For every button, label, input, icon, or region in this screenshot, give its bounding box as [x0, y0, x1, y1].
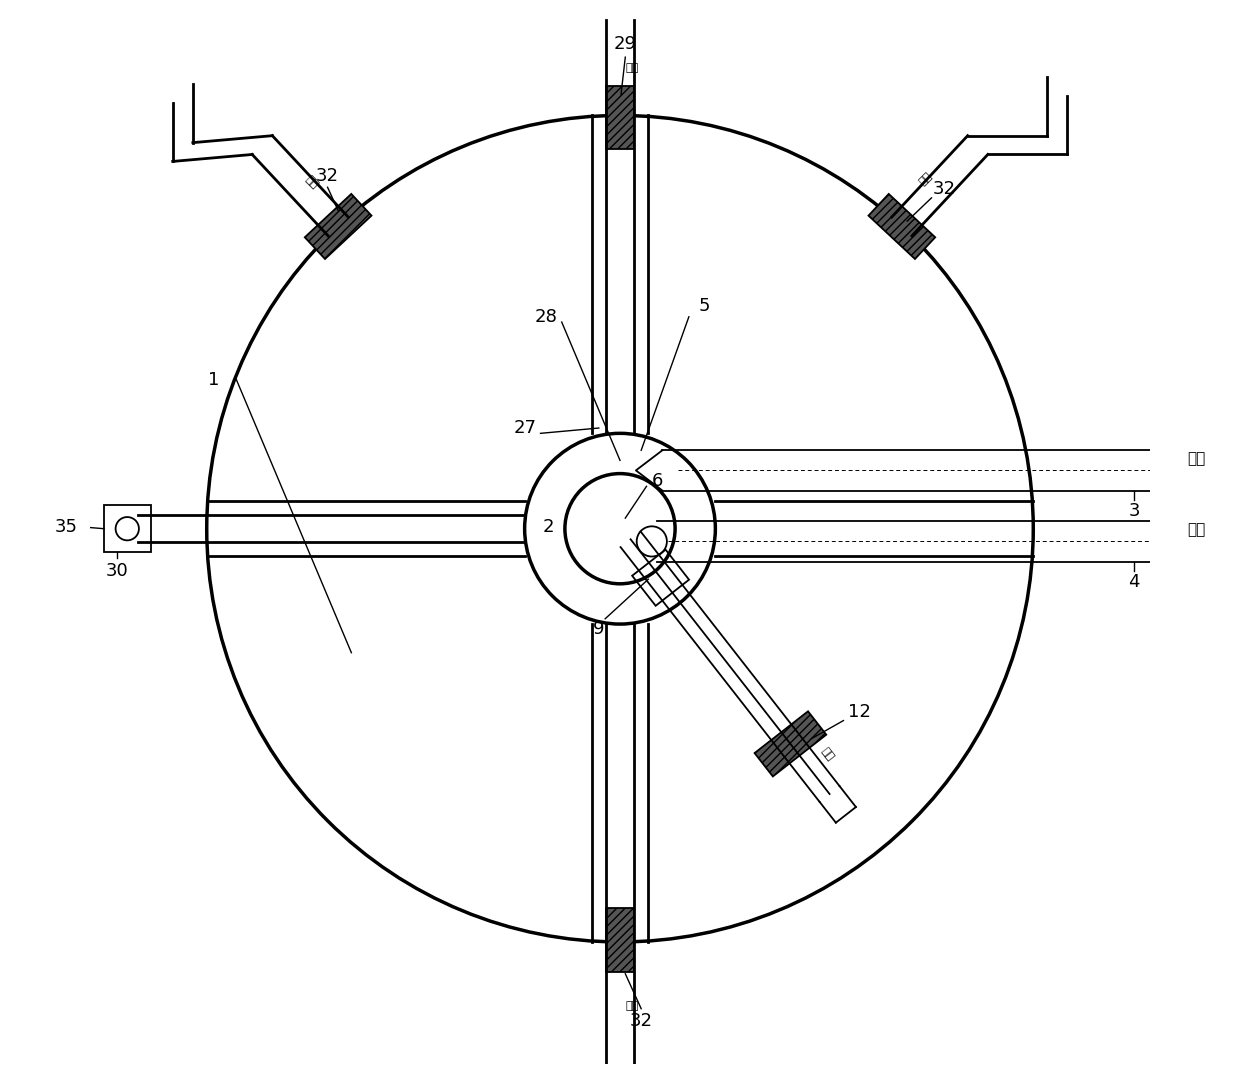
Text: 拼装: 拼装 [820, 747, 836, 763]
Text: 进水: 进水 [1187, 522, 1205, 537]
Text: 拼装: 拼装 [916, 171, 934, 187]
Text: 32: 32 [932, 180, 956, 199]
Text: 9: 9 [593, 621, 605, 639]
Text: 拼装: 拼装 [625, 63, 639, 73]
Polygon shape [606, 908, 634, 972]
Polygon shape [305, 194, 372, 258]
Polygon shape [868, 194, 935, 258]
Text: 27: 27 [513, 419, 536, 437]
Text: 32: 32 [630, 1012, 652, 1031]
Text: 35: 35 [55, 518, 77, 535]
Text: 29: 29 [614, 35, 637, 53]
Text: 拼装: 拼装 [625, 1001, 639, 1010]
Text: 1: 1 [208, 372, 219, 390]
Text: 12: 12 [848, 703, 870, 721]
Text: 4: 4 [1128, 572, 1140, 591]
Text: 28: 28 [534, 308, 557, 326]
Bar [104, 505, 150, 552]
Polygon shape [606, 85, 634, 150]
Text: 拼装: 拼装 [304, 174, 320, 190]
Text: 30: 30 [105, 562, 128, 580]
Text: 6: 6 [651, 472, 662, 490]
Text: 进水: 进水 [1187, 451, 1205, 466]
Text: 5: 5 [699, 297, 711, 315]
Text: 2: 2 [542, 518, 554, 535]
Text: 3: 3 [1128, 502, 1140, 520]
Text: 32: 32 [316, 167, 339, 185]
Polygon shape [755, 711, 826, 776]
